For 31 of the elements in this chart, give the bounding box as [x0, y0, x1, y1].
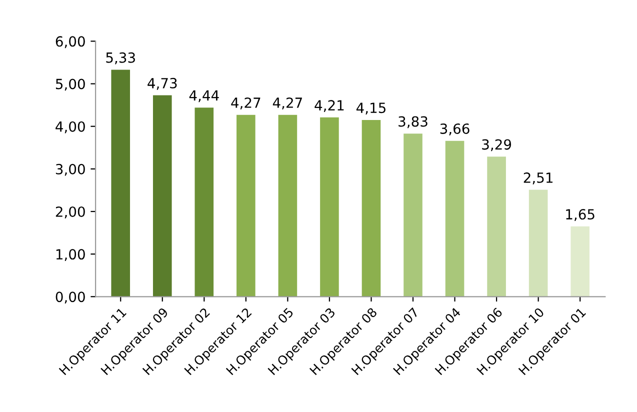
- data-label: 4,21: [314, 100, 344, 112]
- y-tick-label: 2,00: [56, 206, 85, 218]
- bar: [194, 108, 214, 297]
- bar: [278, 114, 298, 297]
- bar: [570, 226, 590, 297]
- data-label: 4,15: [356, 102, 386, 115]
- data-label: 3,83: [398, 116, 428, 128]
- bar: [320, 117, 339, 297]
- data-label: 4,73: [148, 78, 177, 90]
- y-tick-label: 6,00: [56, 36, 85, 48]
- bar: [236, 114, 256, 297]
- data-label: 4,44: [189, 90, 219, 102]
- y-tick-label: 0,00: [56, 292, 85, 304]
- data-label: 5,33: [106, 52, 135, 64]
- bar: [404, 134, 422, 297]
- data-label: 4,27: [231, 97, 260, 110]
- data-label: 3,66: [440, 123, 470, 136]
- bar: [528, 190, 548, 297]
- bar: [487, 156, 506, 297]
- y-tick-label: 4,00: [56, 121, 85, 134]
- bar: [111, 70, 130, 297]
- bar: [445, 140, 464, 297]
- data-label: 3,29: [482, 139, 512, 152]
- bar: [152, 95, 172, 297]
- y-tick-label: 5,00: [56, 78, 85, 91]
- y-tick-label: 3,00: [56, 164, 85, 176]
- bar: [362, 120, 381, 297]
- y-tick-label: 1,00: [56, 249, 85, 261]
- data-label: 1,65: [566, 209, 594, 221]
- data-label: 2,51: [524, 172, 552, 184]
- data-label: 4,27: [272, 97, 302, 110]
